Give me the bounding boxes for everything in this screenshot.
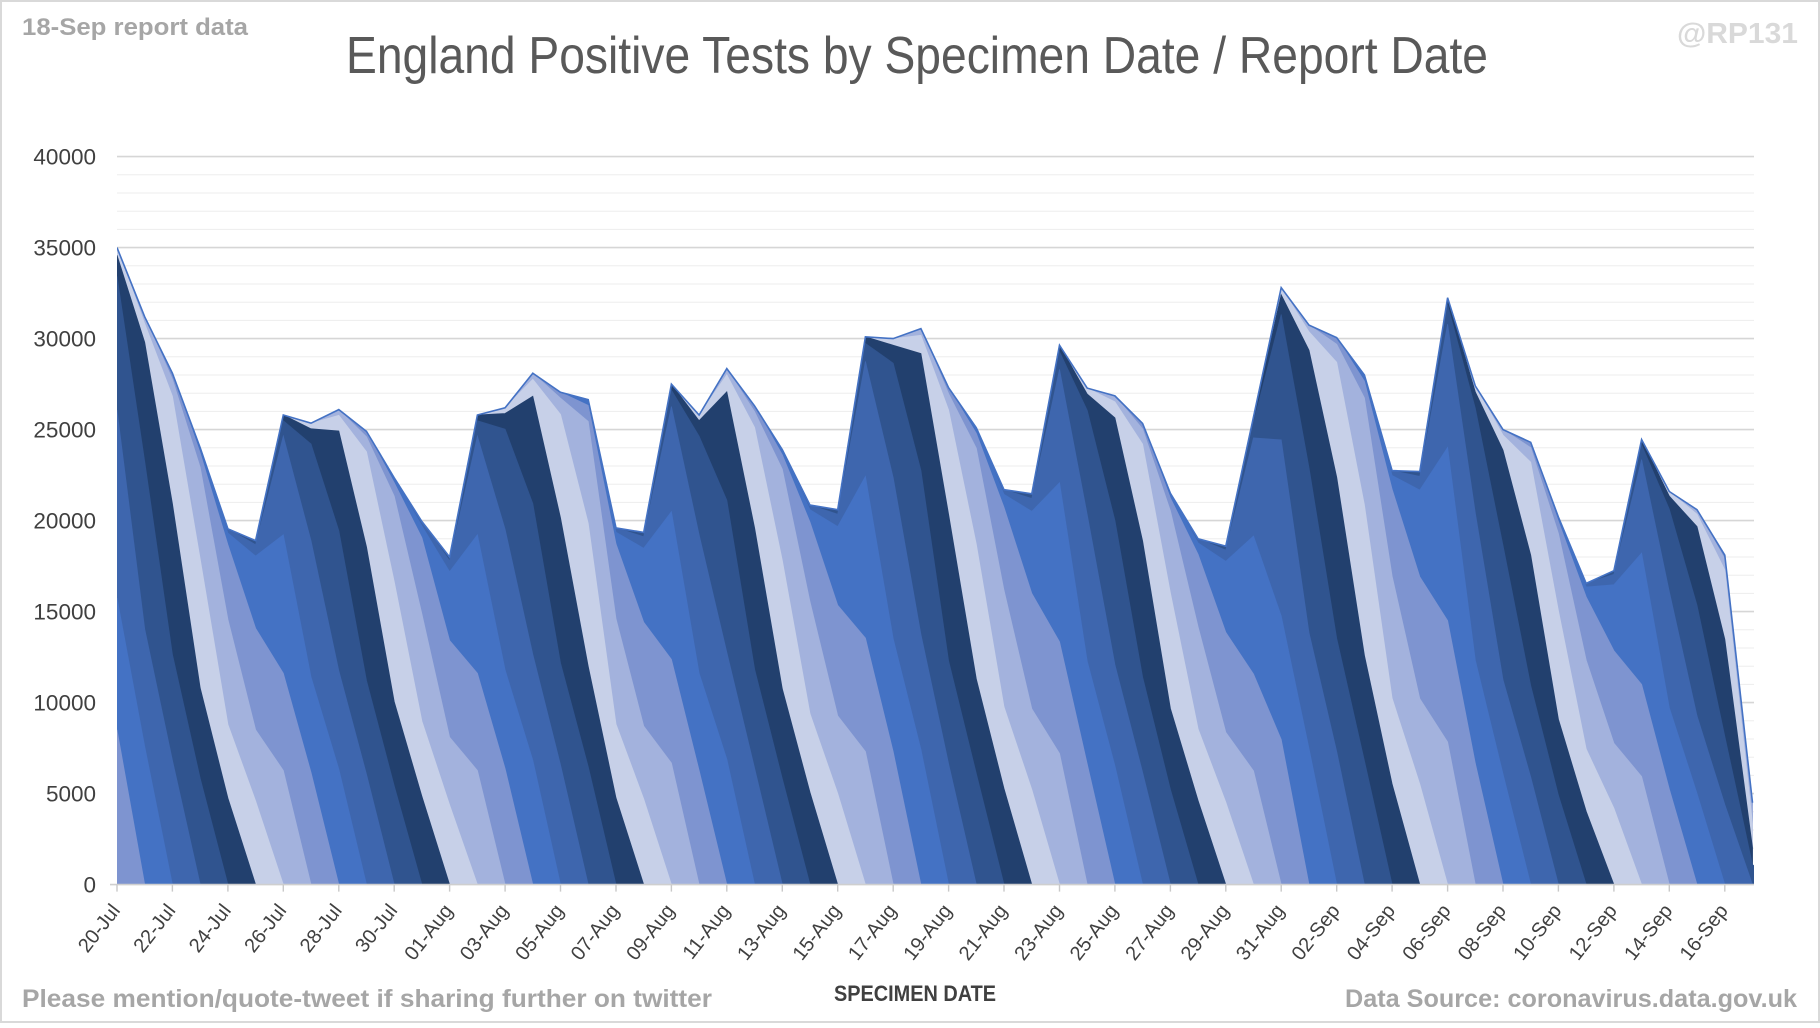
svg-text:Data Source: coronavirus.data.: Data Source: coronavirus.data.gov.uk — [1345, 985, 1797, 1013]
svg-text:35000: 35000 — [33, 236, 96, 261]
svg-text:18-Sep report data: 18-Sep report data — [22, 14, 249, 41]
svg-text:10000: 10000 — [33, 691, 96, 716]
svg-text:5000: 5000 — [46, 782, 96, 807]
svg-text:40000: 40000 — [33, 145, 96, 170]
svg-text:Please mention/quote-tweet if: Please mention/quote-tweet if sharing fu… — [22, 985, 712, 1013]
svg-text:25000: 25000 — [33, 418, 96, 443]
svg-text:20000: 20000 — [33, 509, 96, 534]
svg-text:England Positive Tests by Spec: England Positive Tests by Specimen Date … — [346, 27, 1488, 85]
svg-text:@RP131: @RP131 — [1677, 18, 1798, 50]
svg-text:SPECIMEN DATE: SPECIMEN DATE — [834, 981, 996, 1006]
svg-text:0: 0 — [83, 873, 96, 898]
svg-text:30000: 30000 — [33, 327, 96, 352]
svg-text:15000: 15000 — [33, 600, 96, 625]
